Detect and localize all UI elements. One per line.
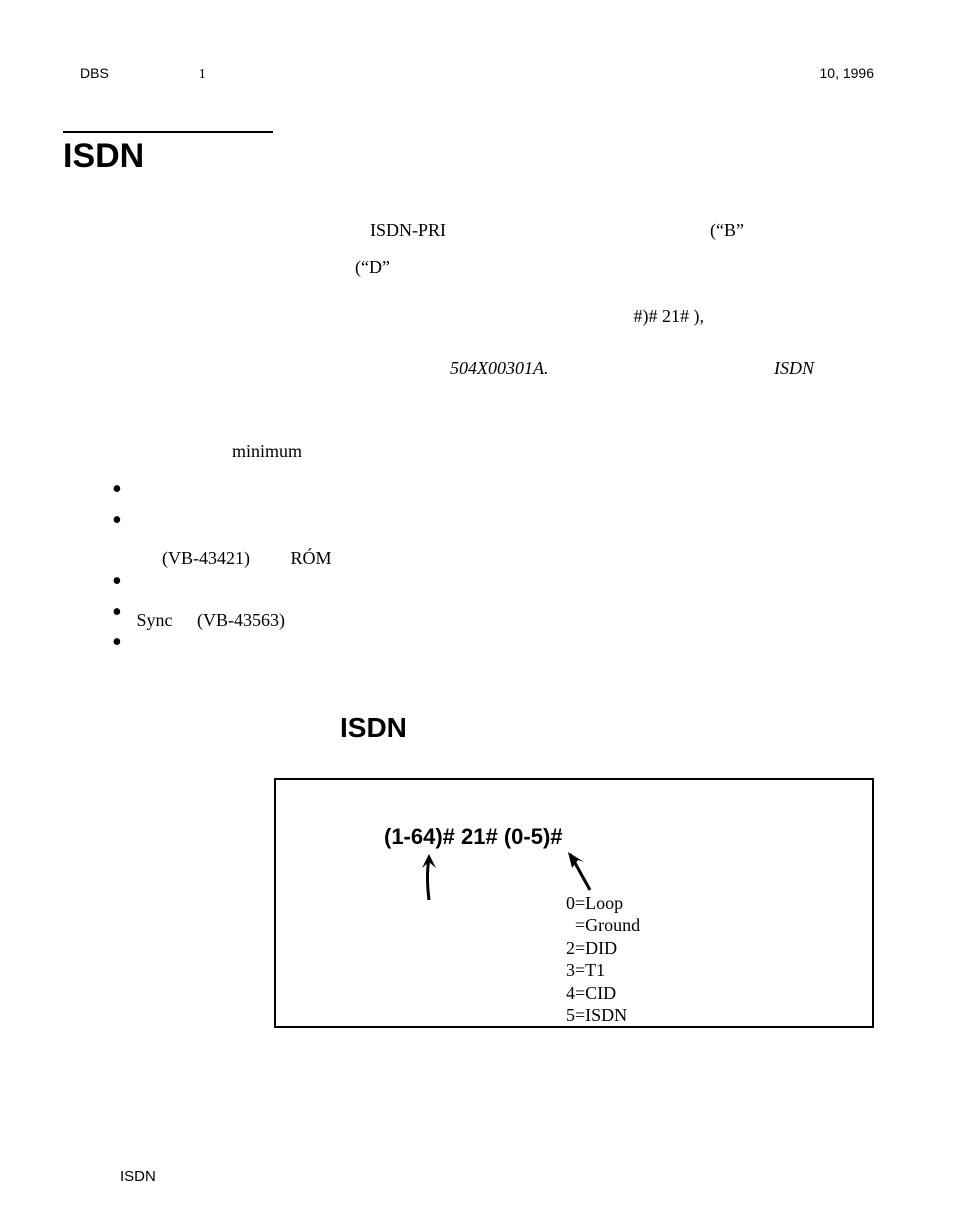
- body-row-3: #)# 21# ),: [90, 302, 864, 331]
- arrow-up-left-icon: [414, 852, 444, 900]
- main-title: ISDN: [63, 131, 273, 176]
- body-r1c2: (“B”: [710, 216, 744, 245]
- bullet-vb1: (VB-43421): [162, 548, 250, 568]
- legend-1: =Ground: [566, 914, 640, 937]
- header-date: 10, 1996: [820, 65, 875, 83]
- bullet-1: •: [112, 482, 954, 513]
- isdn-subtitle: ISDN: [340, 712, 954, 744]
- bullet-dot-icon: •: [112, 574, 132, 591]
- legend-5: 5=ISDN: [566, 1004, 640, 1027]
- body-r4c1: 504X00301A.: [450, 354, 549, 383]
- bullet-dot-icon: •: [112, 605, 132, 622]
- legend-4: 4=CID: [566, 982, 640, 1005]
- bullet-dot-icon: •: [112, 635, 132, 652]
- diagram-topline: (1-64)# 21# (0-5)#: [384, 824, 852, 850]
- bullet-dot-icon: •: [112, 513, 132, 530]
- bullet-sync: Sync: [137, 610, 173, 630]
- minimum-label: minimum: [232, 441, 954, 462]
- header-left: DBS 1: [80, 65, 206, 83]
- body-r1c1: ISDN-PRI: [370, 216, 446, 245]
- body-r4c2: ISDN: [774, 354, 814, 383]
- legend-0: 0=Loop: [566, 892, 640, 915]
- bullet-vb2: (VB-43563): [197, 610, 285, 630]
- bullet-list: • • (VB-43421) RÓM • • Sync (VB-43563) •: [112, 482, 954, 666]
- body-r3c1: #)# 21# ),: [634, 302, 705, 331]
- legend-3: 3=T1: [566, 959, 640, 982]
- bullet-6: •: [112, 635, 954, 666]
- body-row-2: (“D”: [90, 253, 864, 282]
- bullet-2: •: [112, 513, 954, 544]
- legend-2: 2=DID: [566, 937, 640, 960]
- bullet-5: • Sync (VB-43563): [112, 605, 954, 636]
- diagram-box: (1-64)# 21# (0-5)# 0=Loop =Ground 2=DID …: [274, 778, 874, 1028]
- arrow-up-right-icon: [566, 850, 606, 894]
- bullet-dot-icon: •: [112, 482, 132, 499]
- diagram-legend: 0=Loop =Ground 2=DID 3=T1 4=CID 5=ISDN: [566, 892, 640, 1027]
- header-page-num: 1: [199, 67, 206, 83]
- bullet-3: (VB-43421) RÓM: [112, 543, 954, 574]
- body-row-1: ISDN-PRI (“B”: [90, 216, 864, 245]
- body-row-4: 504X00301A. ISDN: [90, 354, 864, 383]
- body-text: ISDN-PRI (“B” (“D” #)# 21# ), 504X00301A…: [90, 216, 864, 383]
- body-r2c1: (“D”: [355, 253, 390, 282]
- footer-label: ISDN: [120, 1168, 156, 1185]
- bullet-rom: RÓM: [291, 548, 332, 568]
- page-header: DBS 1 10, 1996: [0, 0, 954, 83]
- header-dbs-label: DBS: [80, 65, 109, 81]
- bullet-4: •: [112, 574, 954, 605]
